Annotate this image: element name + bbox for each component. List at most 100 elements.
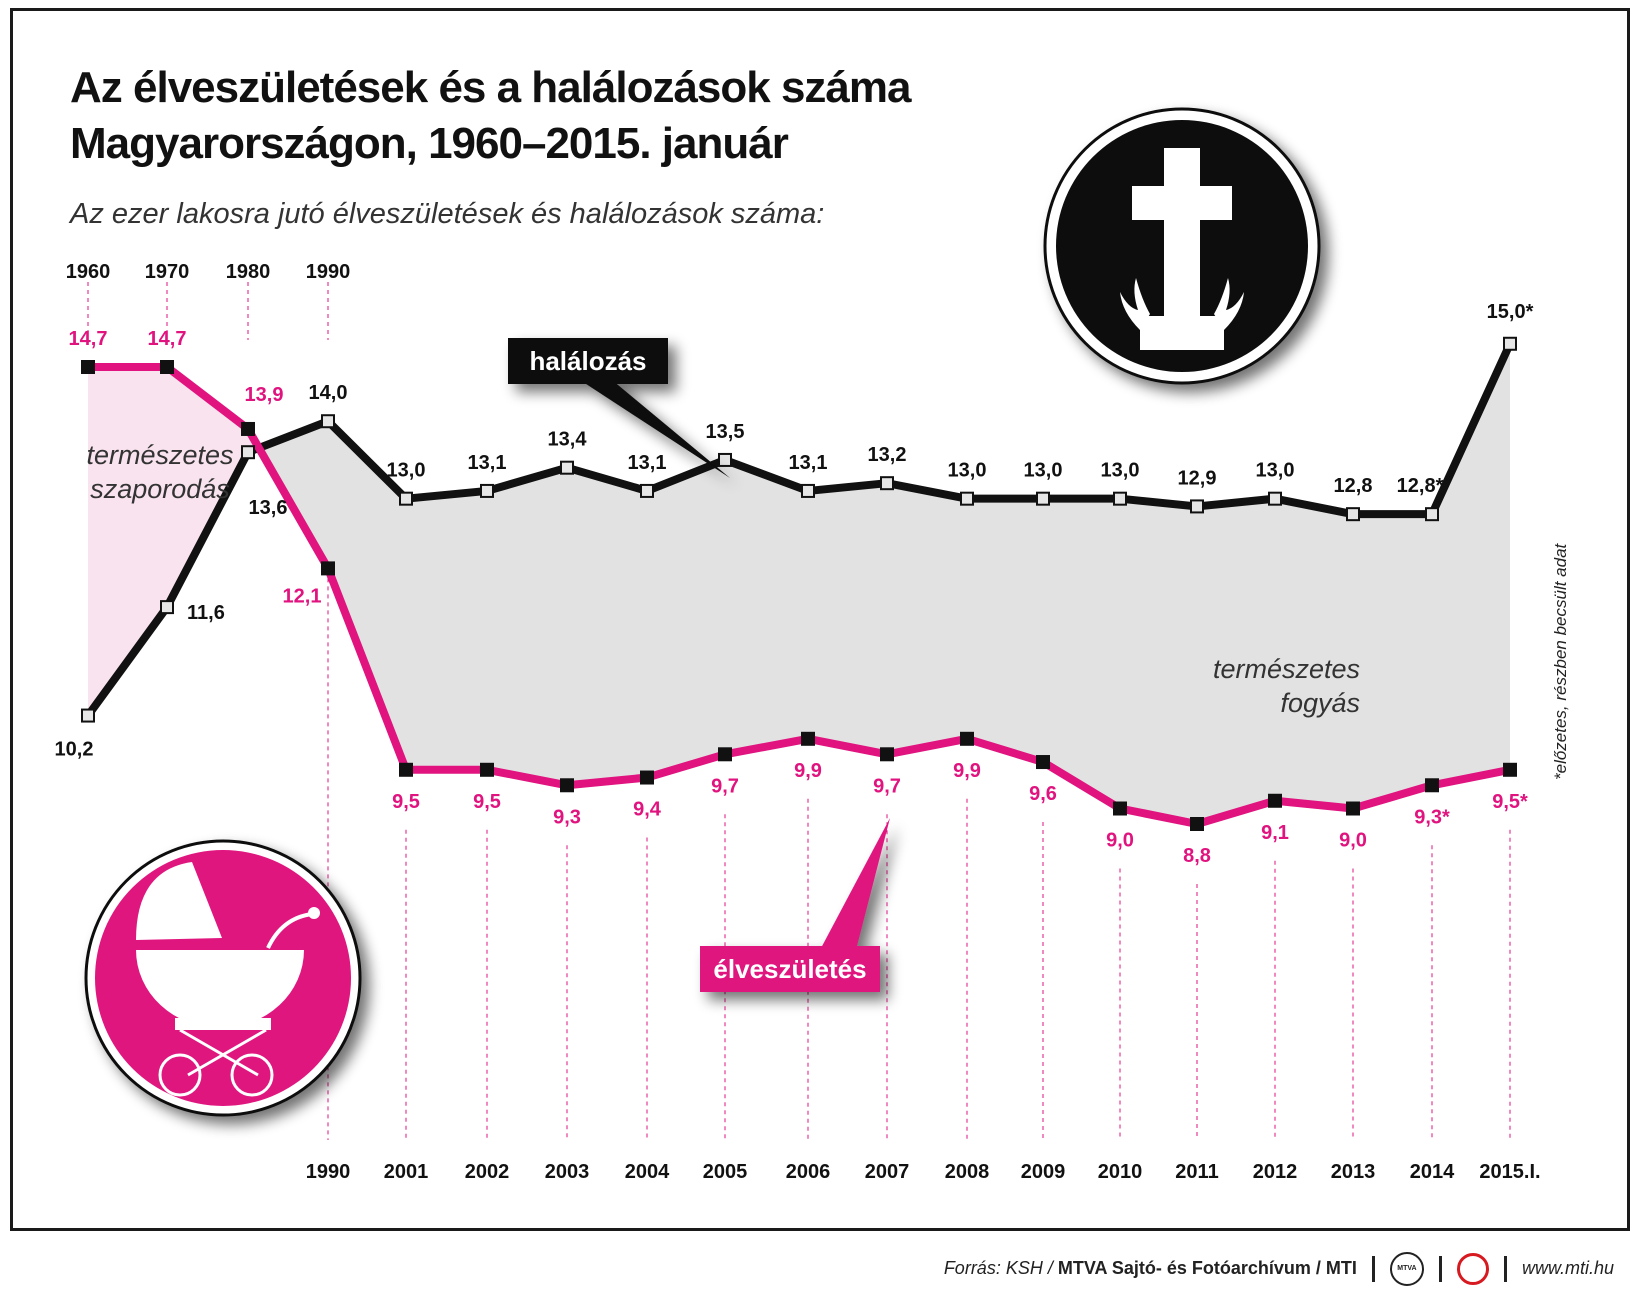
deaths-point: [160, 600, 174, 615]
deaths-point: [1190, 499, 1204, 514]
births-data-label: 9,9: [794, 760, 822, 782]
deaths-data-label: 13,2: [868, 444, 907, 466]
bottom-x-tick-label: 2006: [786, 1161, 831, 1183]
deaths-point: [640, 483, 654, 498]
births-data-label: 9,7: [711, 775, 739, 797]
births-point: [241, 421, 255, 436]
deaths-data-label: 13,1: [468, 452, 507, 474]
births-point: [321, 561, 335, 576]
mtva-logo: MTVA: [1389, 1252, 1424, 1286]
chart-title-line-1: Az élveszületések és a halálozások száma: [70, 63, 911, 112]
births-point: [801, 731, 815, 746]
births-data-label: 9,5*: [1492, 791, 1528, 813]
deaths-point: [718, 452, 732, 467]
births-data-label: 9,3*: [1414, 806, 1450, 828]
deaths-data-label: 13,4: [548, 429, 588, 451]
natural-increase-label-line-1: természetes: [86, 440, 233, 470]
deaths-data-label: 10,2: [55, 739, 94, 761]
births-callout-pointer: [820, 818, 890, 950]
births-point: [1268, 793, 1282, 808]
births-point: [640, 770, 654, 785]
deaths-data-label: 13,5: [706, 421, 745, 443]
deaths-point: [241, 445, 255, 460]
births-data-label: 14,7: [148, 328, 187, 350]
natural-increase-label-line-2: szaporodás: [90, 474, 230, 504]
chart-title: Az élveszületések és a halálozások száma…: [70, 60, 911, 172]
deaths-point: [1425, 507, 1439, 522]
births-point: [960, 731, 974, 746]
bottom-x-tick-label: 2015.I.: [1479, 1161, 1540, 1183]
top-x-tick-label: 1980: [226, 261, 271, 283]
births-data-label: 9,7: [873, 775, 901, 797]
deaths-point: [960, 491, 974, 506]
births-point: [1113, 801, 1127, 816]
deaths-point: [399, 491, 413, 506]
births-point: [81, 360, 95, 374]
births-point: [1346, 801, 1360, 816]
bottom-x-tick-label: 2009: [1021, 1161, 1066, 1183]
deaths-point: [81, 708, 95, 723]
deaths-data-label: 13,0: [1024, 460, 1063, 482]
deaths-point: [1346, 507, 1360, 522]
births-data-label: 9,0: [1106, 830, 1134, 852]
mti-logo: [1456, 1253, 1489, 1285]
deaths-data-label: 12,8*: [1397, 475, 1444, 497]
births-data-label: 14,7: [69, 328, 108, 350]
births-point: [880, 747, 894, 762]
deaths-point: [1268, 491, 1282, 506]
bottom-x-tick-label: 2004: [625, 1161, 670, 1183]
deaths-point: [1036, 491, 1050, 506]
deaths-data-label: 13,6: [249, 497, 288, 519]
births-point: [1425, 778, 1439, 793]
deaths-data-label: 13,0: [1101, 460, 1140, 482]
births-callout: élveszületés: [700, 818, 890, 992]
footer-divider: [1438, 1256, 1442, 1282]
top-x-tick-label: 1960: [66, 261, 111, 283]
bottom-x-tick-label: 2010: [1098, 1161, 1143, 1183]
births-point: [399, 762, 413, 777]
deaths-point: [880, 476, 894, 491]
births-series-name: élveszületés: [713, 954, 866, 984]
births-point: [560, 778, 574, 793]
births-data-label: 9,9: [953, 760, 981, 782]
source-prefix: Forrás: KSH /: [943, 1257, 1058, 1278]
natural-increase-area: [88, 367, 259, 716]
deaths-point: [321, 414, 335, 429]
deaths-data-label: 13,0: [1256, 460, 1295, 482]
deaths-series-name: halálozás: [529, 346, 646, 376]
births-data-label: 9,1: [1261, 822, 1289, 844]
births-point: [1503, 762, 1517, 777]
births-data-label: 13,9: [245, 384, 284, 406]
deaths-data-label: 13,0: [387, 460, 426, 482]
births-point: [1036, 755, 1050, 770]
deaths-data-label: 13,0: [948, 460, 987, 482]
births-point: [480, 762, 494, 777]
births-data-label: 9,5: [392, 791, 420, 813]
deaths-data-label: 13,1: [789, 452, 828, 474]
natural-decrease-label-line-2: fogyás: [1280, 688, 1360, 718]
bottom-x-tick-label: 2001: [384, 1161, 429, 1183]
bottom-x-tick-label: 2012: [1253, 1161, 1298, 1183]
deaths-callout: halálozás: [508, 338, 730, 478]
natural-decrease-label-line-1: természetes: [1213, 654, 1360, 684]
website-url: www.mti.hu: [1521, 1257, 1614, 1278]
bottom-x-tick-label: 1990: [306, 1161, 351, 1183]
bottom-x-tick-label: 2007: [865, 1161, 910, 1183]
births-data-label: 9,6: [1029, 783, 1057, 805]
bottom-x-tick-label: 2013: [1331, 1161, 1376, 1183]
deaths-data-label: 13,1: [628, 452, 667, 474]
deaths-data-label: 14,0: [309, 382, 348, 404]
bottom-x-tick-label: 2005: [703, 1161, 748, 1183]
births-data-label: 9,5: [473, 791, 501, 813]
source-footer: Forrás: KSH / MTVA Sajtó- és Fotóarchívu…: [944, 1252, 1614, 1286]
baby-pram-icon: [84, 839, 362, 1117]
natural-decrease-area: [258, 343, 1511, 824]
deaths-point: [560, 460, 574, 475]
births-data-label: 9,0: [1339, 830, 1367, 852]
bottom-x-tick-label: 2003: [545, 1161, 590, 1183]
chart-subtitle: Az ezer lakosra jutó élveszületések és h…: [70, 198, 825, 230]
deaths-point: [480, 483, 494, 498]
deaths-point: [801, 483, 815, 498]
births-point: [718, 747, 732, 762]
